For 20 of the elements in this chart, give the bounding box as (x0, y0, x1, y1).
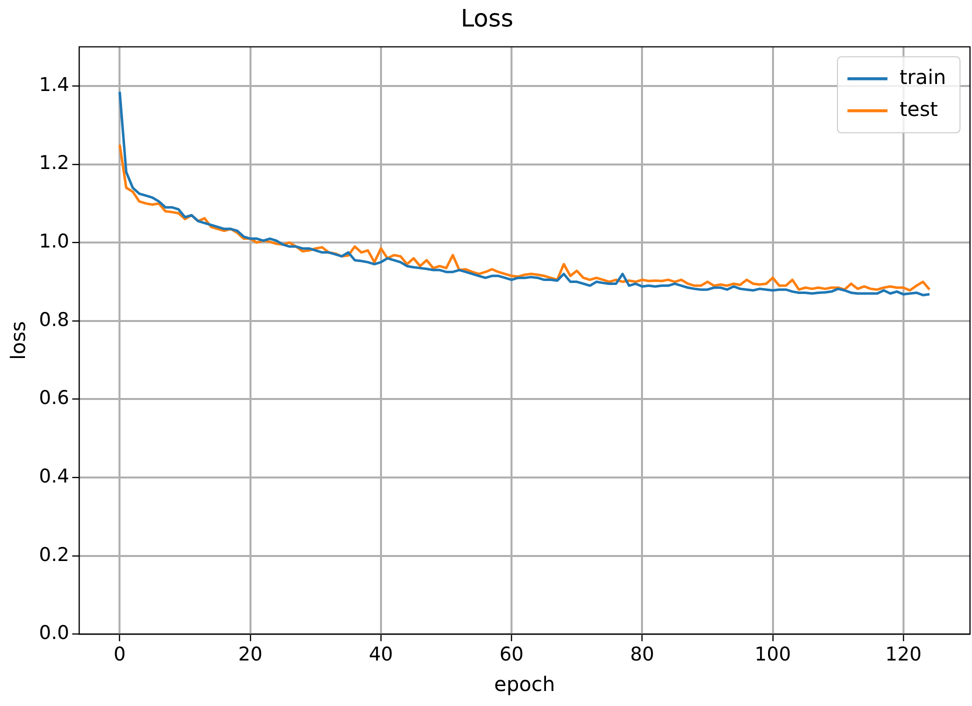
y-tick-label: 0.2 (39, 544, 70, 566)
y-axis-title: loss (6, 321, 30, 360)
x-tick-label: 20 (238, 644, 262, 666)
x-tick-label: 100 (754, 644, 791, 666)
y-tick-label: 0.6 (39, 387, 70, 410)
x-tick-label: 120 (885, 644, 922, 666)
y-tick-label: 0.4 (39, 465, 70, 488)
legend-label: train (899, 65, 946, 90)
y-tick-label: 0.0 (39, 622, 70, 644)
x-tick-label: 40 (368, 644, 394, 666)
y-tick-label: 1.2 (39, 152, 70, 174)
x-tick-label: 80 (630, 644, 654, 666)
y-tick-label: 1.4 (39, 74, 70, 96)
x-tick-label: 0 (114, 644, 126, 666)
y-tick-label: 0.8 (39, 308, 70, 331)
x-axis-title: epoch (494, 672, 556, 696)
chart-title: Loss (460, 4, 514, 33)
x-tick-label: 60 (499, 644, 524, 666)
y-tick-label: 1.0 (39, 230, 70, 253)
legend-label: test (899, 97, 938, 122)
